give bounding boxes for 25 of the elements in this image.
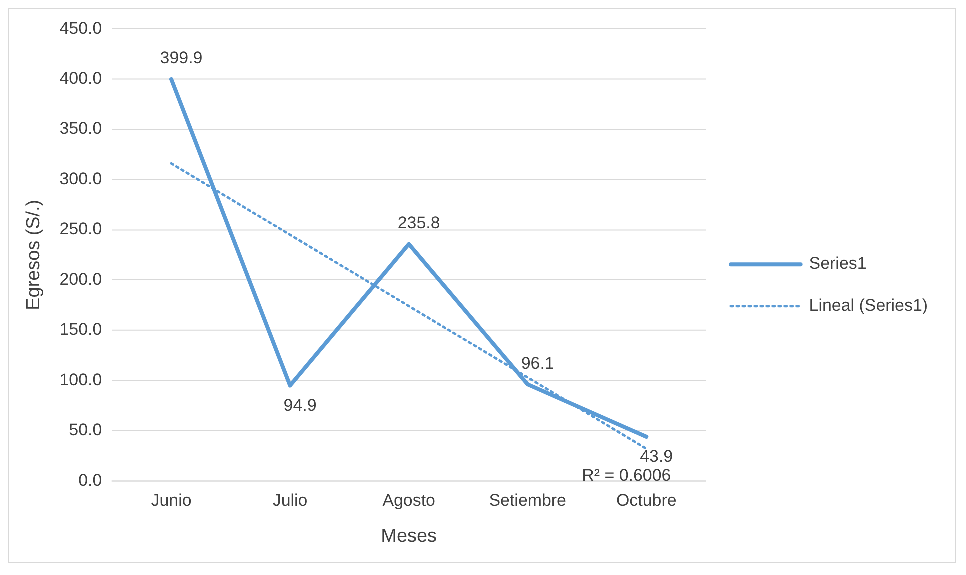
y-tick-label: 350.0 bbox=[60, 119, 102, 138]
x-tick-label: Setiembre bbox=[489, 490, 566, 510]
legend-label: Series1 bbox=[809, 254, 867, 274]
data-label: 399.9 bbox=[160, 48, 203, 68]
x-tick-label: Octubre bbox=[616, 490, 677, 510]
y-tick-label: 400.0 bbox=[60, 69, 102, 88]
annotation: R² = 0.6006 bbox=[582, 466, 672, 485]
y-axis-title: Egresos (S/.) bbox=[24, 200, 45, 310]
x-tick-label: Agosto bbox=[382, 490, 436, 510]
y-tick-label: 100.0 bbox=[60, 370, 102, 390]
data-label: 94.9 bbox=[284, 396, 317, 415]
y-tick-label: 200.0 bbox=[60, 270, 102, 289]
y-tick-label: 0.0 bbox=[78, 470, 102, 490]
x-axis-title: Meses bbox=[381, 526, 437, 547]
y-tick-label: 450.0 bbox=[60, 18, 102, 38]
data-label: 235.8 bbox=[398, 214, 440, 233]
legend-label: Lineal (Series1) bbox=[809, 296, 928, 316]
y-tick-label: 150.0 bbox=[60, 320, 102, 340]
y-tick-label: 50.0 bbox=[69, 420, 102, 440]
y-tick-label: 300.0 bbox=[60, 169, 102, 188]
data-label: 96.1 bbox=[521, 354, 554, 373]
x-tick-label: Junio bbox=[151, 490, 192, 510]
data-label: 43.9 bbox=[640, 447, 674, 466]
x-tick-label: Julio bbox=[272, 490, 308, 510]
y-tick-label: 250.0 bbox=[60, 220, 102, 239]
